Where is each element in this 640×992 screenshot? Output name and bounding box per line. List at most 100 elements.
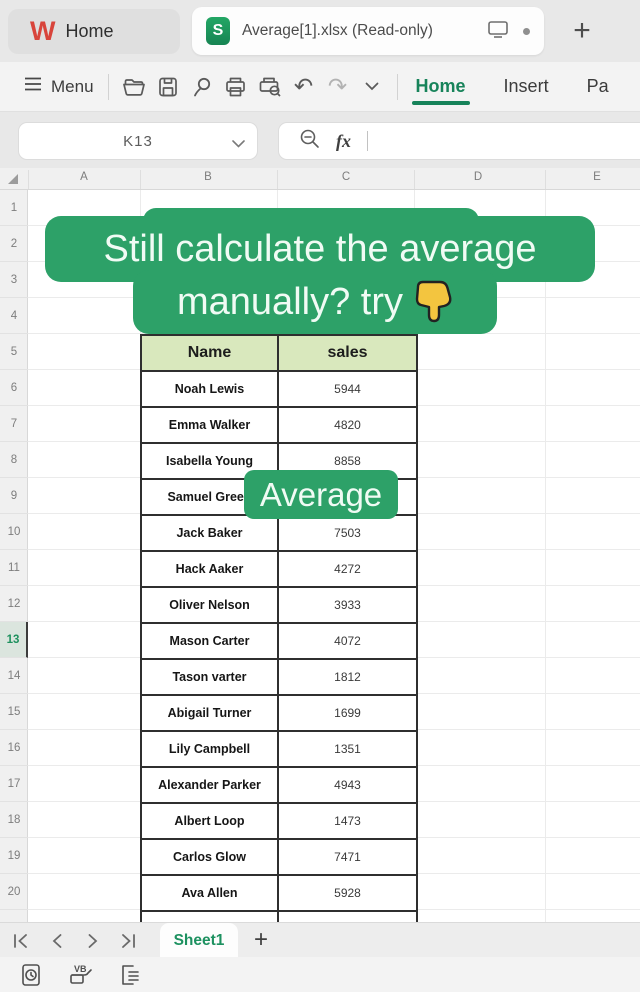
- row-header-9[interactable]: 9: [0, 478, 28, 514]
- row-header-15[interactable]: 15: [0, 694, 28, 730]
- sheet-tab-bar: Sheet1 +: [0, 922, 640, 958]
- add-sheet-button[interactable]: +: [253, 926, 268, 953]
- row-header-5[interactable]: 5: [0, 334, 28, 370]
- table-cell-sales-14[interactable]: 5928: [279, 876, 416, 912]
- redo-icon[interactable]: ↷: [327, 73, 348, 99]
- cell-name-box[interactable]: K13: [18, 122, 258, 160]
- table-cell-name-7[interactable]: Mason Carter: [142, 624, 279, 660]
- table-cell-name-9[interactable]: Abigail Turner: [142, 696, 279, 732]
- table-cell-name-1[interactable]: Emma Walker: [142, 408, 279, 444]
- table-cell-sales-6[interactable]: 3933: [279, 588, 416, 624]
- table-cell-sales-4[interactable]: 7503: [279, 516, 416, 552]
- row-header-12[interactable]: 12: [0, 586, 28, 622]
- document-title: Average[1].xlsx (Read-only): [242, 22, 433, 39]
- row-header-13[interactable]: 13: [0, 622, 28, 658]
- table-cell-sales-7[interactable]: 4072: [279, 624, 416, 660]
- print-preview-icon[interactable]: [253, 70, 287, 104]
- name-box-chevron-icon[interactable]: [232, 135, 245, 153]
- table-cell-name-0[interactable]: Noah Lewis: [142, 372, 279, 408]
- table-cell-name-13[interactable]: Carlos Glow: [142, 840, 279, 876]
- formula-input[interactable]: fx: [278, 122, 640, 160]
- row-header-17[interactable]: 17: [0, 766, 28, 802]
- formula-caret: [367, 131, 368, 151]
- row-header-18[interactable]: 18: [0, 802, 28, 838]
- table-cell-empty[interactable]: [142, 912, 279, 922]
- pin-icon[interactable]: [185, 70, 219, 104]
- last-sheet-icon[interactable]: [114, 930, 140, 952]
- tab-page-layout-truncated[interactable]: Pa: [586, 76, 609, 96]
- tab-insert[interactable]: Insert: [503, 76, 549, 96]
- open-file-icon[interactable]: [117, 70, 151, 104]
- table-cell-name-5[interactable]: Hack Aaker: [142, 552, 279, 588]
- sheet-tab-sheet1[interactable]: Sheet1: [160, 923, 238, 958]
- history-version-icon[interactable]: [16, 961, 46, 989]
- row-header-10[interactable]: 10: [0, 514, 28, 550]
- row-header-11[interactable]: 11: [0, 550, 28, 586]
- table-cell-sales-0[interactable]: 5944: [279, 372, 416, 408]
- new-tab-button[interactable]: +: [573, 14, 591, 47]
- column-header-A[interactable]: A: [80, 171, 88, 183]
- sales-data-table[interactable]: Name sales Noah Lewis 5944 Emma Walker 4820 Is…: [140, 334, 418, 922]
- outline-view-icon[interactable]: [116, 961, 146, 989]
- table-cell-sales-10[interactable]: 1351: [279, 732, 416, 768]
- table-cell-sales-12[interactable]: 1473: [279, 804, 416, 840]
- caption-line1-text: Still calculate the average: [103, 227, 537, 270]
- previous-sheet-icon[interactable]: [44, 930, 70, 952]
- share-to-screen-icon[interactable]: [487, 20, 509, 43]
- table-cell-sales-9[interactable]: 1699: [279, 696, 416, 732]
- table-cell-name-8[interactable]: Tason varter: [142, 660, 279, 696]
- fx-icon[interactable]: fx: [336, 130, 351, 151]
- table-header-name[interactable]: Name: [142, 336, 279, 372]
- more-tools-chevron-icon[interactable]: [355, 70, 389, 104]
- table-cell-sales-5[interactable]: 4272: [279, 552, 416, 588]
- tab-home[interactable]: Home: [411, 66, 470, 107]
- row-header-14[interactable]: 14: [0, 658, 28, 694]
- unsaved-indicator-dot: [523, 27, 530, 35]
- table-cell-sales-8[interactable]: 1812: [279, 660, 416, 696]
- column-header-E[interactable]: E: [593, 171, 601, 183]
- table-cell-name-11[interactable]: Alexander Parker: [142, 768, 279, 804]
- row-header-8[interactable]: 8: [0, 442, 28, 478]
- menu-button[interactable]: Menu: [24, 77, 94, 97]
- row-header-7[interactable]: 7: [0, 406, 28, 442]
- table-cell-name-14[interactable]: Ava Allen: [142, 876, 279, 912]
- row-header-6[interactable]: 6: [0, 370, 28, 406]
- table-header-sales[interactable]: sales: [279, 336, 416, 372]
- table-cell-empty[interactable]: [279, 912, 416, 922]
- print-icon[interactable]: [219, 70, 253, 104]
- column-header-B[interactable]: B: [204, 171, 212, 183]
- column-header-strip[interactable]: A B C D E: [0, 168, 640, 190]
- table-cell-name-12[interactable]: Albert Loop: [142, 804, 279, 840]
- row-header-3[interactable]: 3: [0, 262, 28, 298]
- table-cell-sales-13[interactable]: 7471: [279, 840, 416, 876]
- row-header-20[interactable]: 20: [0, 874, 28, 910]
- zoom-out-icon[interactable]: [299, 128, 320, 154]
- table-cell-name-6[interactable]: Oliver Nelson: [142, 588, 279, 624]
- save-icon[interactable]: [151, 70, 185, 104]
- column-header-D[interactable]: D: [473, 171, 483, 183]
- home-launcher-tab[interactable]: W Home: [8, 9, 180, 54]
- table-cell-sales-1[interactable]: 4820: [279, 408, 416, 444]
- select-all-corner[interactable]: [8, 174, 18, 184]
- vb-macro-icon[interactable]: VB: [66, 961, 96, 989]
- home-tab-label: Home: [65, 21, 114, 41]
- row-header-2[interactable]: 2: [0, 226, 28, 262]
- column-header-separator: [28, 170, 29, 189]
- table-cell-sales-11[interactable]: 4943: [279, 768, 416, 804]
- next-sheet-icon[interactable]: [80, 930, 106, 952]
- row-header-4[interactable]: 4: [0, 298, 28, 334]
- undo-icon[interactable]: ↶: [293, 73, 314, 99]
- row-header-1[interactable]: 1: [0, 190, 28, 226]
- row-header-16[interactable]: 16: [0, 730, 28, 766]
- table-cell-name-10[interactable]: Lily Campbell: [142, 732, 279, 768]
- column-header-C[interactable]: C: [341, 171, 351, 183]
- first-sheet-icon[interactable]: [8, 930, 34, 952]
- document-tab[interactable]: S Average[1].xlsx (Read-only): [192, 7, 544, 55]
- caption-line2-text: manually? try: [177, 280, 403, 323]
- down-pointing-hand-icon: [413, 279, 453, 333]
- column-header-separator: [277, 170, 278, 189]
- table-cell-name-4[interactable]: Jack Baker: [142, 516, 279, 552]
- row-header-strip[interactable]: 1 2 3 4 5 6 7 8 9 10 11 12 13 14 15 16 17 18 19 20: [0, 190, 28, 922]
- table-cell-name-2[interactable]: Isabella Young: [142, 444, 279, 480]
- row-header-19[interactable]: 19: [0, 838, 28, 874]
